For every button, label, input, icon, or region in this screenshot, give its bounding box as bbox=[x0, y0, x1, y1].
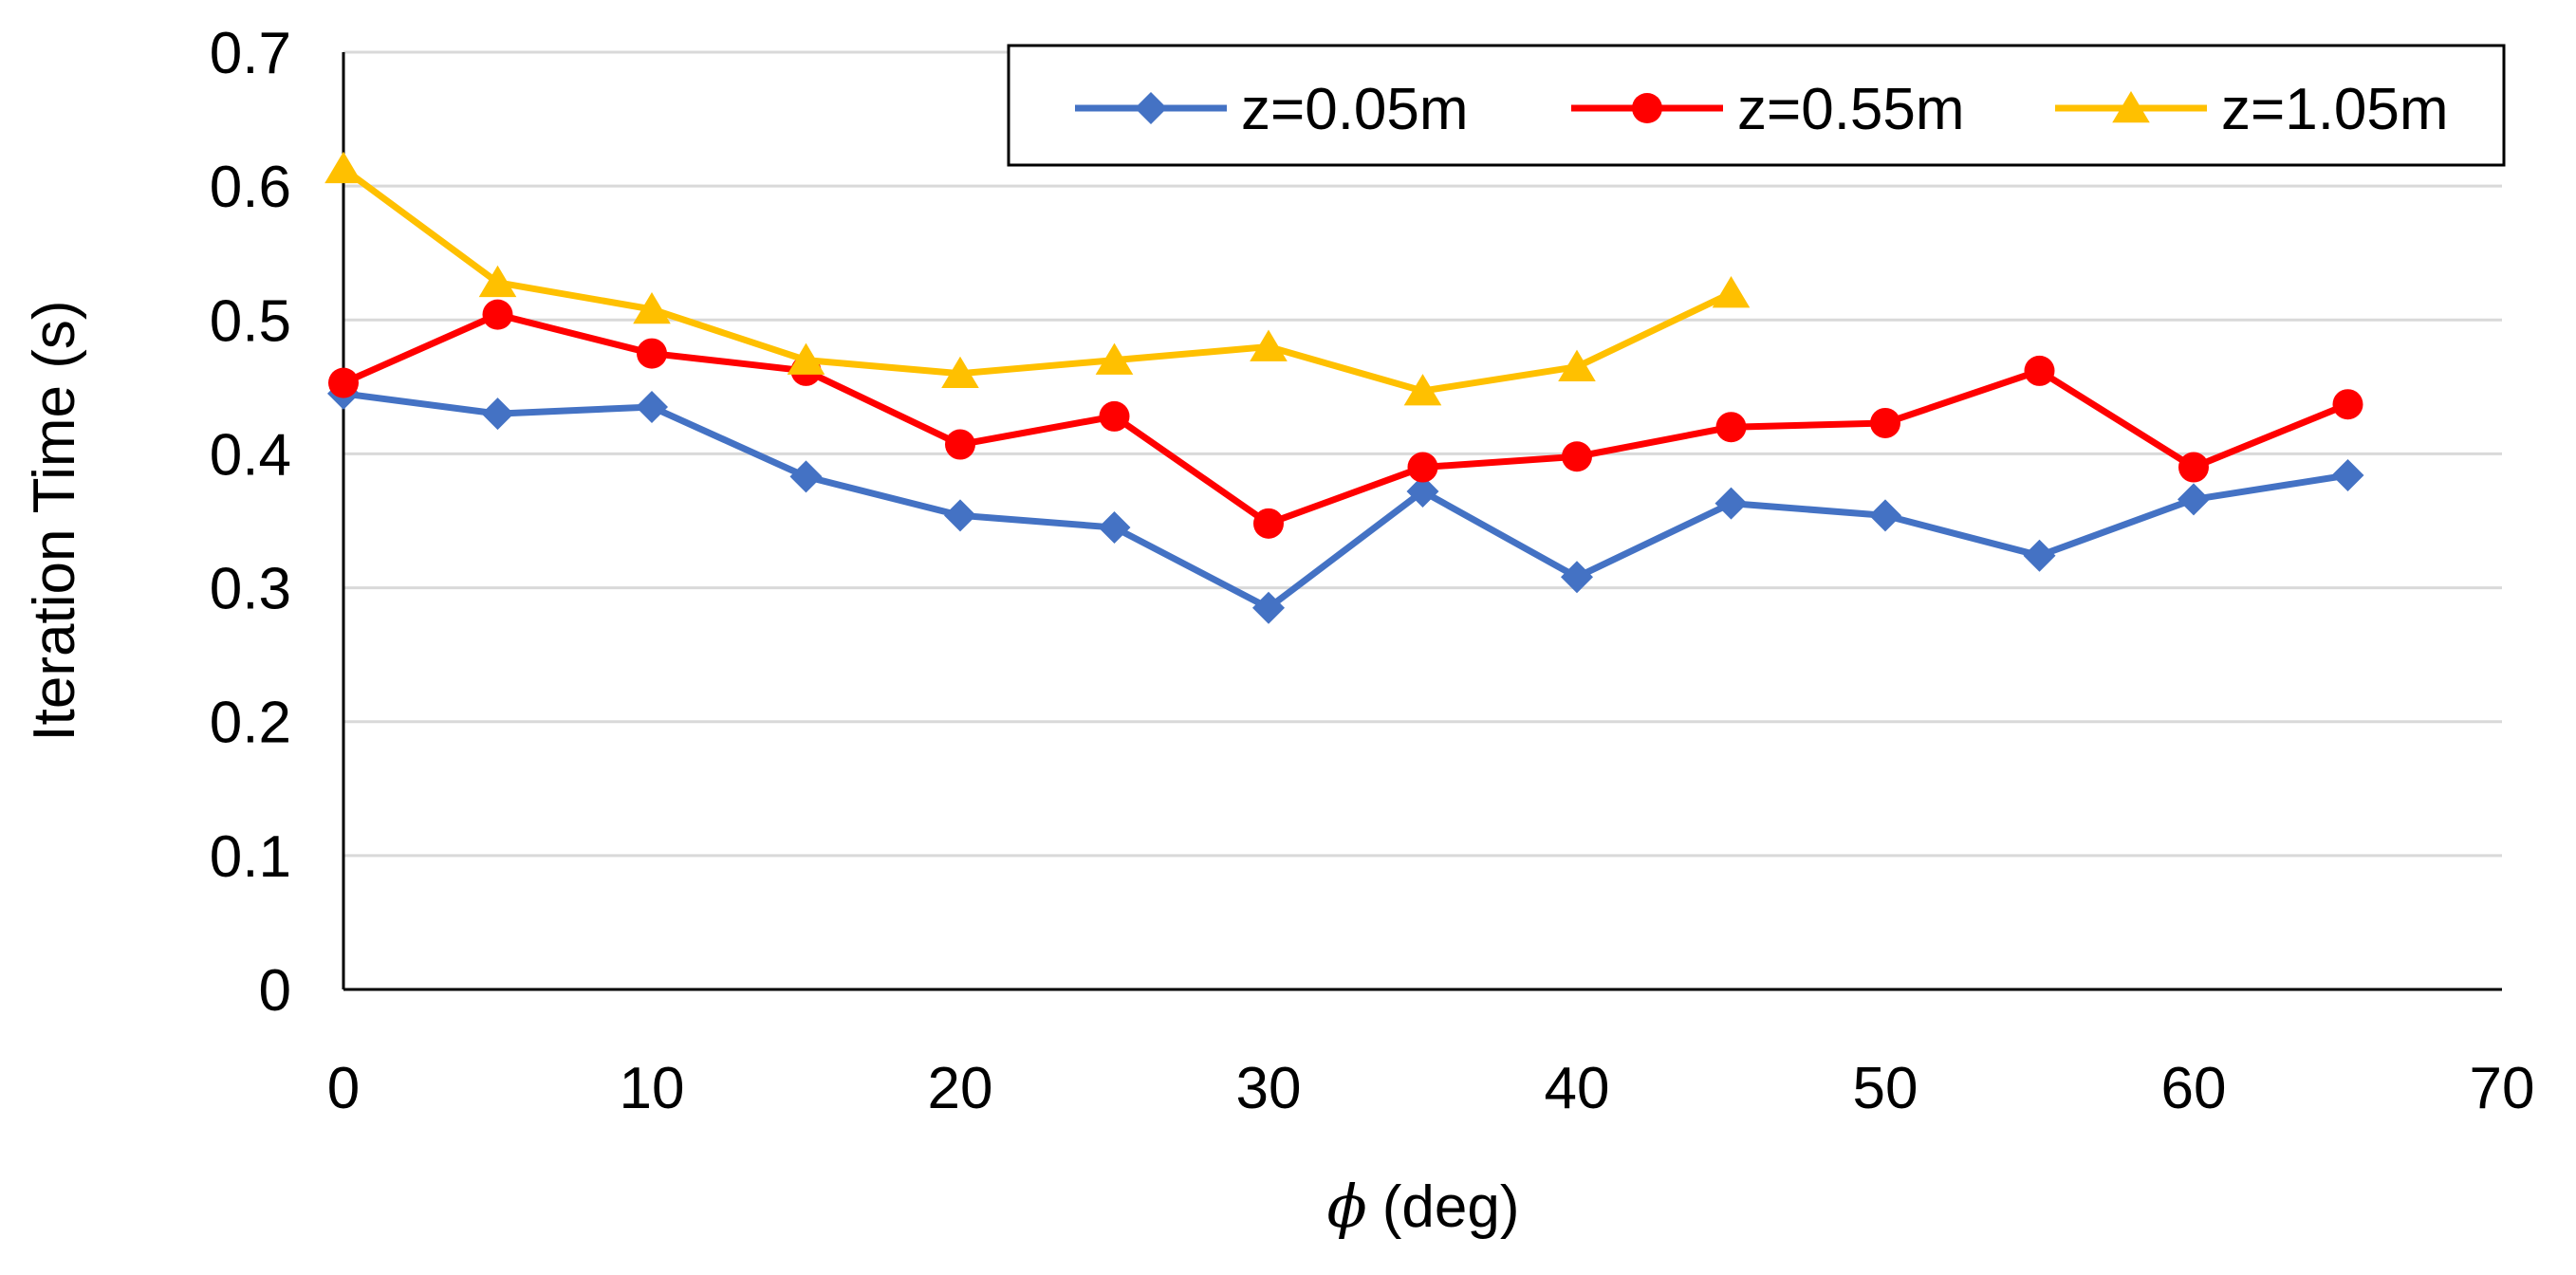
data-point bbox=[1715, 412, 1747, 443]
x-tick-labels: 0 10 20 30 40 50 60 70 bbox=[327, 1056, 2535, 1121]
data-point bbox=[1870, 407, 1900, 438]
data-point bbox=[945, 429, 975, 460]
legend-marker bbox=[1632, 93, 1662, 123]
series-z=1.05m bbox=[324, 151, 1751, 406]
data-point bbox=[324, 151, 362, 184]
data-point bbox=[1407, 452, 1438, 483]
data-point bbox=[1561, 561, 1593, 594]
x-axis-title: ϕ (deg) bbox=[1326, 1172, 1519, 1241]
data-point bbox=[787, 342, 825, 375]
data-point bbox=[2024, 355, 2055, 386]
y-tick-label: 0.4 bbox=[210, 422, 291, 488]
series-line bbox=[340, 390, 2351, 612]
legend-entry: z=0.05m bbox=[1075, 77, 1469, 142]
x-tick-label: 0 bbox=[327, 1056, 360, 1121]
data-point bbox=[1250, 329, 1288, 361]
y-tick-label: 0.1 bbox=[210, 824, 291, 890]
x-tick-label: 30 bbox=[1236, 1056, 1302, 1121]
y-tick-label: 0.7 bbox=[210, 21, 291, 86]
axes bbox=[342, 52, 2502, 991]
data-point bbox=[1869, 499, 1901, 532]
legend-label: z=1.05m bbox=[2221, 77, 2449, 142]
data-point bbox=[1558, 349, 1596, 381]
data-point bbox=[481, 397, 514, 431]
series bbox=[324, 151, 2364, 624]
y-tick-label: 0.3 bbox=[210, 557, 291, 622]
data-point bbox=[328, 367, 359, 398]
x-axis-symbol: ϕ bbox=[1326, 1172, 1366, 1241]
legend-marker bbox=[1135, 92, 1167, 124]
data-point bbox=[637, 338, 667, 369]
data-point bbox=[2332, 389, 2363, 420]
x-axis-unit: (deg) bbox=[1382, 1174, 1520, 1240]
y-tick-labels: 0 0.1 0.2 0.3 0.4 0.5 0.6 0.7 bbox=[210, 21, 291, 1024]
legend-entry: z=0.55m bbox=[1571, 77, 1965, 142]
data-point bbox=[478, 265, 517, 298]
legend-label: z=0.05m bbox=[1241, 77, 1469, 142]
series-line bbox=[340, 165, 1734, 395]
data-point bbox=[2178, 452, 2209, 483]
data-point bbox=[636, 391, 668, 424]
data-point bbox=[1403, 374, 1442, 406]
x-tick-label: 50 bbox=[1853, 1056, 1918, 1121]
x-tick-label: 10 bbox=[620, 1056, 685, 1121]
legend-marker bbox=[2112, 91, 2150, 123]
data-point bbox=[1095, 342, 1134, 375]
legend-box bbox=[1007, 44, 2506, 167]
data-point bbox=[1562, 441, 1592, 472]
data-point bbox=[1099, 400, 1130, 432]
y-tick-label: 0 bbox=[259, 958, 291, 1024]
y-tick-label: 0.6 bbox=[210, 155, 291, 220]
data-point bbox=[2178, 483, 2210, 516]
legend-label: z=0.55m bbox=[1737, 77, 1965, 142]
gridlines bbox=[343, 50, 2502, 858]
legend: z=0.05m z=0.55m z=1.05m bbox=[1007, 44, 2506, 167]
data-point bbox=[633, 291, 671, 324]
data-point bbox=[789, 460, 823, 493]
legend-items: z=0.05m z=0.55m z=1.05m bbox=[1075, 77, 2449, 142]
data-point bbox=[1252, 591, 1285, 624]
data-point bbox=[1714, 487, 1748, 520]
data-point bbox=[944, 499, 976, 532]
y-tick-label: 0.2 bbox=[210, 691, 291, 756]
data-point bbox=[2023, 539, 2056, 572]
series-line bbox=[340, 311, 2351, 527]
x-tick-label: 20 bbox=[928, 1056, 993, 1121]
x-tick-label: 40 bbox=[1545, 1056, 1610, 1121]
data-point bbox=[1406, 474, 1439, 508]
data-point bbox=[1712, 276, 1751, 308]
series-z=0.55m bbox=[328, 299, 2363, 539]
series-z=0.05m bbox=[327, 377, 2364, 624]
data-point bbox=[1253, 508, 1284, 539]
data-point bbox=[482, 299, 513, 330]
data-point bbox=[1098, 511, 1131, 545]
data-point bbox=[941, 356, 979, 389]
data-point bbox=[2331, 459, 2364, 492]
y-axis-title: Iteration Time (s) bbox=[22, 300, 87, 741]
x-tick-label: 70 bbox=[2470, 1056, 2535, 1121]
legend-entry: z=1.05m bbox=[2055, 77, 2449, 142]
x-tick-label: 60 bbox=[2161, 1056, 2227, 1121]
y-tick-label: 0.5 bbox=[210, 288, 291, 354]
